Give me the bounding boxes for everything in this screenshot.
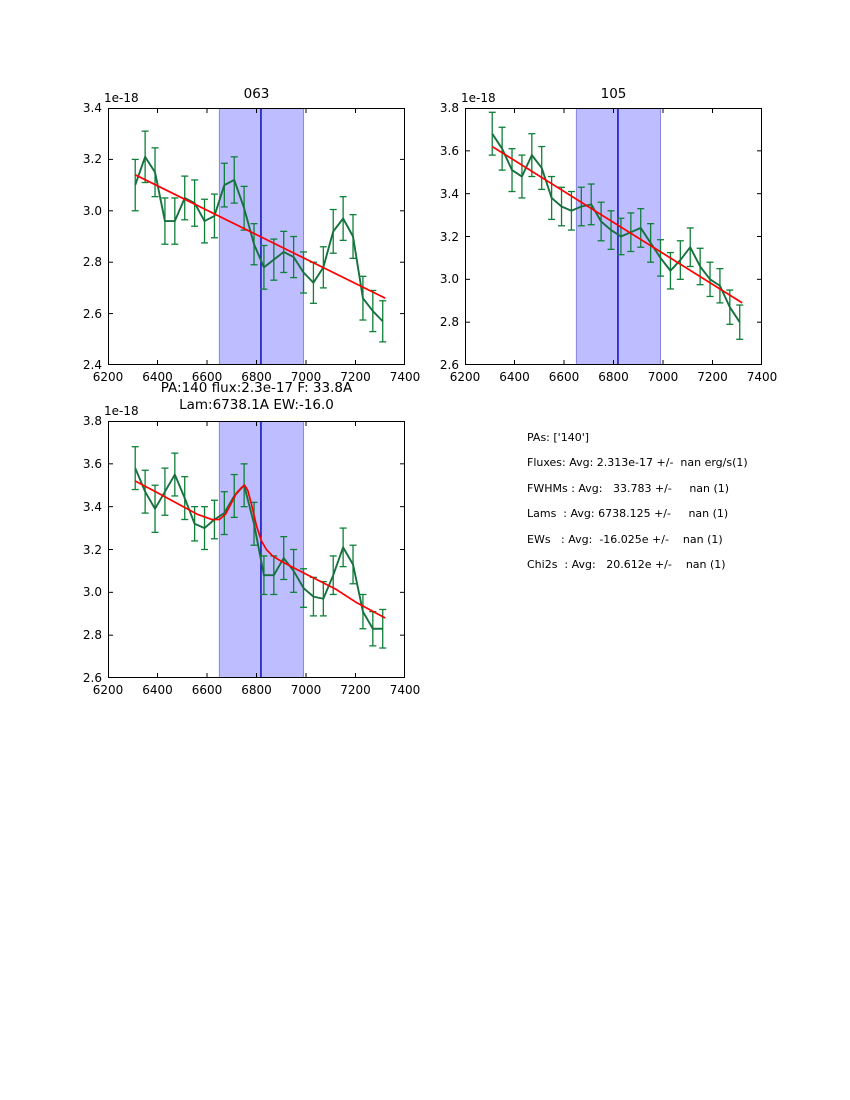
y-tick-label: 3.4 [439,186,459,201]
x-tick-label: 7000 [647,370,679,384]
y-tick-label: 2.4 [82,358,102,372]
spectrum-line [491,133,741,323]
y-tick-label: 3.2 [439,229,459,244]
x-tick-label: 7400 [389,683,421,697]
stats-line-chi2s: Chi2s : Avg: 20.612e +/- nan (1) [527,558,726,572]
y-tick-label: 2.6 [82,306,102,321]
x-tick-label: 6200 [92,683,124,697]
y-tick-label: 3.4 [82,101,102,115]
x-tick-label: 6600 [191,683,223,697]
subplot-fit: 1e-18 6200 6400 6600 6800 7000 7200 7400 2.6 2.8… [83,404,420,697]
stats-block: PAs: ['140'] Fluxes: Avg: 2.313e-17 +/- … [527,431,748,584]
y-tick-label: 3.2 [82,542,102,557]
spectrum-line [134,155,384,322]
y-axis-offset-label: 1e-18 [104,404,139,418]
y-tick-label: 2.8 [82,628,102,643]
gaussian-fit-line [134,480,386,619]
axes-frame [108,421,405,678]
subplot-fit-title: PA:140 flux:2.3e-17 F: 33.8A Lam:6738.1A… [108,380,405,414]
y-tick-label: 3.2 [82,152,102,167]
x-tick-label: 6600 [548,370,580,384]
x-tick-label: 7000 [290,683,322,697]
y-axis-offset-label: 1e-18 [461,91,496,105]
y-tick-label: 3.4 [82,499,102,514]
subplot-063-title: 063 [243,86,270,102]
stats-line-ews: EWs : Avg: -16.025e +/- nan (1) [527,532,723,546]
y-tick-label: 3.8 [82,414,102,428]
subplot-105: 105 1e-18 6200 6400 6600 6800 7000 7200 7400 2.… [440,86,777,384]
x-tick-label: 7400 [389,370,421,384]
x-tick-label: 6800 [598,370,629,384]
y-tick-label: 3.6 [82,456,102,471]
x-tick-label: 7200 [697,370,728,384]
linear-fit-line [134,174,386,299]
x-tick-label: 7200 [340,370,371,384]
x-tick-label: 7200 [340,683,371,697]
y-tick-label: 3.8 [439,101,459,115]
stats-line-pas: PAs: ['140'] [527,431,590,444]
x-tick-label: 6800 [241,370,272,384]
y-tick-label: 2.8 [82,255,102,270]
spectrum-line [134,467,383,630]
errorbar [131,158,139,212]
y-tick-label: 2.8 [439,315,459,330]
x-tick-label: 6400 [499,370,530,384]
x-tick-label: 6400 [142,683,173,697]
x-tick-label: 6400 [142,370,173,384]
axes-frame [108,108,405,365]
y-axis-offset-label: 1e-18 [104,91,139,105]
axes-frame [465,108,762,365]
stats-line-lams: Lams : Avg: 6738.125 +/- nan (1) [527,507,729,521]
plot-canvas [108,421,405,678]
plot-canvas [108,108,405,365]
plot-canvas [465,108,762,365]
y-tick-label: 3.0 [439,272,459,287]
y-tick-label: 2.6 [439,358,459,372]
x-tick-label: 7000 [290,370,322,384]
subplot-fit-title-line2: Lam:6738.1A EW:-16.0 [179,397,334,413]
errorbar [488,111,496,156]
y-tick-label: 3.0 [82,203,102,218]
subplot-105-title: 105 [600,86,627,102]
y-tick-label: 3.6 [439,143,459,158]
x-tick-label: 7400 [746,370,778,384]
x-tick-label: 6800 [241,683,272,697]
subplot-fit-title-line1: PA:140 flux:2.3e-17 F: 33.8A [160,380,353,396]
y-tick-label: 3.0 [82,585,102,600]
x-tick-label: 6600 [191,370,223,384]
x-tick-label: 6200 [449,370,481,384]
stats-line-fluxes: Fluxes: Avg: 2.313e-17 +/- nan erg/s(1) [527,456,748,470]
stats-line-fwhms: FWHMs : Avg: 33.783 +/- nan (1) [527,481,730,495]
linear-fit-line [491,145,743,304]
subplot-063: 063 1e-18 6200 6400 6600 6800 7000 7200 7400 2.… [83,86,420,384]
y-tick-label: 2.6 [82,671,102,685]
x-tick-label: 6200 [92,370,124,384]
